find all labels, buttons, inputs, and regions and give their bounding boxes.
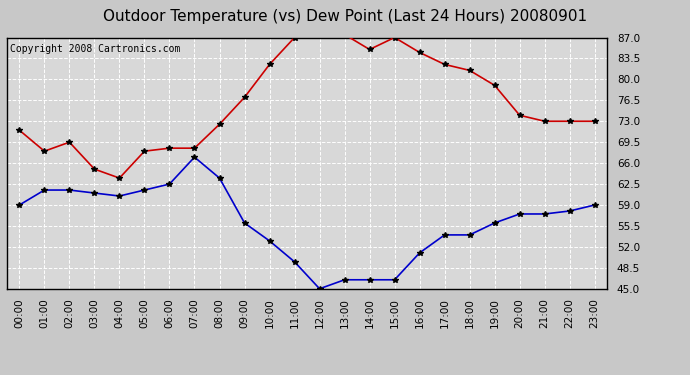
Text: Outdoor Temperature (vs) Dew Point (Last 24 Hours) 20080901: Outdoor Temperature (vs) Dew Point (Last… [103,9,587,24]
Text: Copyright 2008 Cartronics.com: Copyright 2008 Cartronics.com [10,44,180,54]
